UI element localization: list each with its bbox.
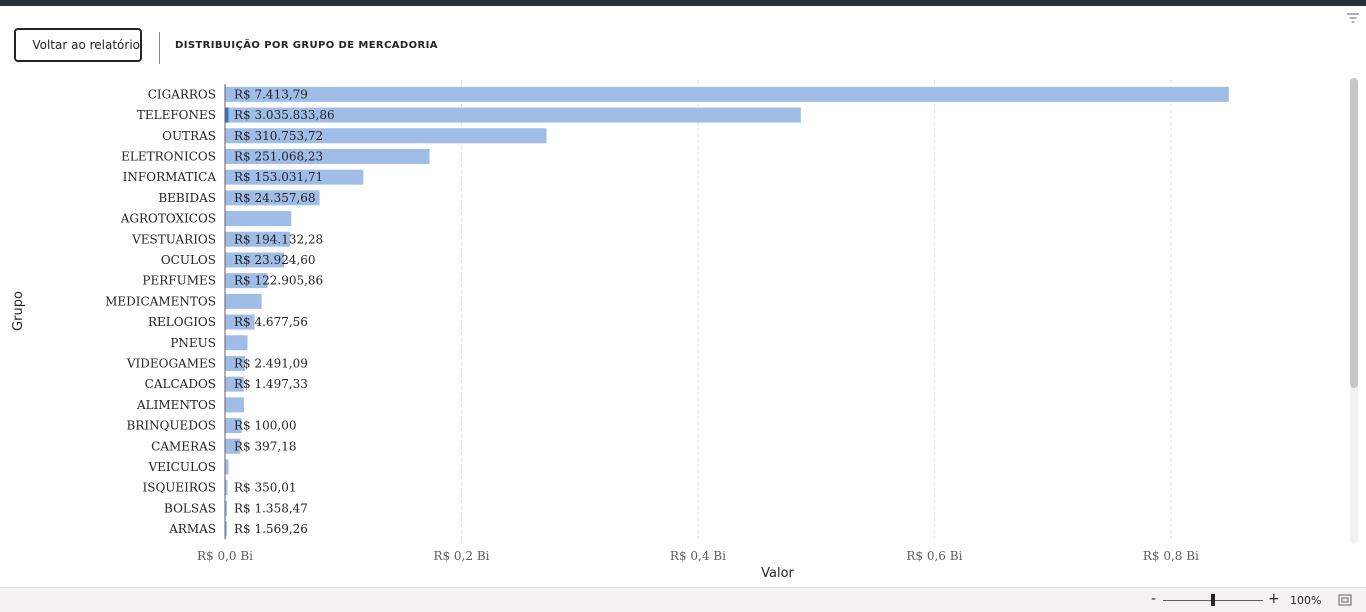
x-tick-label: R$ 0,6 Bi <box>906 549 962 563</box>
bar-highlight <box>225 107 229 123</box>
category-label: CIGARROS <box>148 87 216 101</box>
bar <box>225 293 262 309</box>
category-label: OCULOS <box>161 253 216 267</box>
bar <box>225 500 227 516</box>
back-button-label: Voltar ao relatório <box>32 38 140 52</box>
bar <box>225 128 547 144</box>
bar <box>225 211 292 227</box>
bar <box>225 314 255 330</box>
category-label: INFORMATICA <box>123 170 217 184</box>
bar <box>225 252 285 268</box>
bar <box>225 231 291 247</box>
category-label: OUTRAS <box>162 129 216 143</box>
back-to-report-button[interactable]: Voltar ao relatório <box>14 28 142 62</box>
category-label: PERFUMES <box>142 274 216 288</box>
fit-to-page-icon[interactable] <box>1338 594 1352 606</box>
data-label: R$ 310.753,72 <box>234 129 323 143</box>
header-divider <box>159 32 160 64</box>
category-label: BRINQUEDOS <box>127 419 216 433</box>
data-label: R$ 194.132,28 <box>234 232 323 246</box>
category-label: VESTUARIOS <box>131 232 216 246</box>
data-label: R$ 397,18 <box>234 439 296 453</box>
bar <box>225 376 244 392</box>
data-label: R$ 24.357,68 <box>234 191 316 205</box>
bar <box>225 459 229 475</box>
zoom-out-button[interactable]: - <box>1151 591 1157 607</box>
zoom-slider-thumb[interactable] <box>1211 594 1215 606</box>
filter-icon[interactable] <box>1346 12 1360 24</box>
data-label: R$ 100,00 <box>234 419 296 433</box>
x-tick-label: R$ 0,0 Bi <box>197 549 253 563</box>
bar <box>225 335 248 351</box>
data-label: R$ 251.068,23 <box>234 149 323 163</box>
y-axis-title: Grupo <box>11 291 26 331</box>
bar <box>225 397 244 413</box>
bar <box>225 169 364 185</box>
bar <box>225 107 801 123</box>
category-label: VEICULOS <box>148 460 217 474</box>
category-label: CALCADOS <box>145 377 216 391</box>
bar <box>225 480 228 496</box>
top-bar <box>0 0 1366 6</box>
category-label: BEBIDAS <box>158 191 216 205</box>
data-label: R$ 153.031,71 <box>234 170 323 184</box>
category-label: VIDEOGAMES <box>126 356 216 370</box>
bar <box>225 273 268 289</box>
category-label: ELETRONICOS <box>121 149 216 163</box>
bar <box>225 190 320 206</box>
category-label: ISQUEIROS <box>142 481 216 495</box>
category-label: BOLSAS <box>164 501 216 515</box>
category-label: MEDICAMENTOS <box>105 294 216 308</box>
category-label: ARMAS <box>168 522 216 536</box>
data-label: R$ 23.924,60 <box>234 253 316 267</box>
bar <box>225 418 242 434</box>
category-label: RELOGIOS <box>148 315 216 329</box>
bar <box>225 438 241 454</box>
data-label: R$ 1.497,33 <box>234 377 308 391</box>
data-label: R$ 1.569,26 <box>234 522 308 536</box>
category-label: PNEUS <box>170 336 216 350</box>
bar <box>225 86 1229 102</box>
category-label: ALIMENTOS <box>136 398 216 412</box>
category-label: CAMERAS <box>151 439 216 453</box>
bar-chart: R$ 0,0 Bi R$ 0,2 Bi R$ 0,4 Bi R$ 0,6 Bi R$ 0… <box>11 80 1229 581</box>
data-label: R$ 7.413,79 <box>234 87 308 101</box>
bar <box>225 355 246 371</box>
x-axis-title: Valor <box>761 566 794 581</box>
zoom-in-button[interactable]: + <box>1268 591 1280 607</box>
x-tick-label: R$ 0,4 Bi <box>670 549 726 563</box>
chart-scrollbar-thumb[interactable] <box>1350 78 1358 388</box>
bar <box>225 521 227 537</box>
data-label: R$ 122.905,86 <box>234 274 323 288</box>
category-label: TELEFONES <box>137 108 216 122</box>
status-bar: - + 100% <box>0 587 1366 612</box>
data-label: R$ 4.677,56 <box>234 315 308 329</box>
bar <box>225 148 430 164</box>
x-tick-label: R$ 0,2 Bi <box>433 549 489 563</box>
data-label: R$ 350,01 <box>234 481 296 495</box>
data-label: R$ 1.358,47 <box>234 501 308 515</box>
zoom-level: 100% <box>1290 594 1322 607</box>
x-tick-label: R$ 0,8 Bi <box>1143 549 1199 563</box>
category-label: AGROTOXICOS <box>120 212 216 226</box>
page-title: DISTRIBUIÇÃO POR GRUPO DE MERCADORIA <box>175 40 438 51</box>
data-label: R$ 3.035.833,86 <box>234 108 335 122</box>
data-label: R$ 2.491,09 <box>234 356 308 370</box>
